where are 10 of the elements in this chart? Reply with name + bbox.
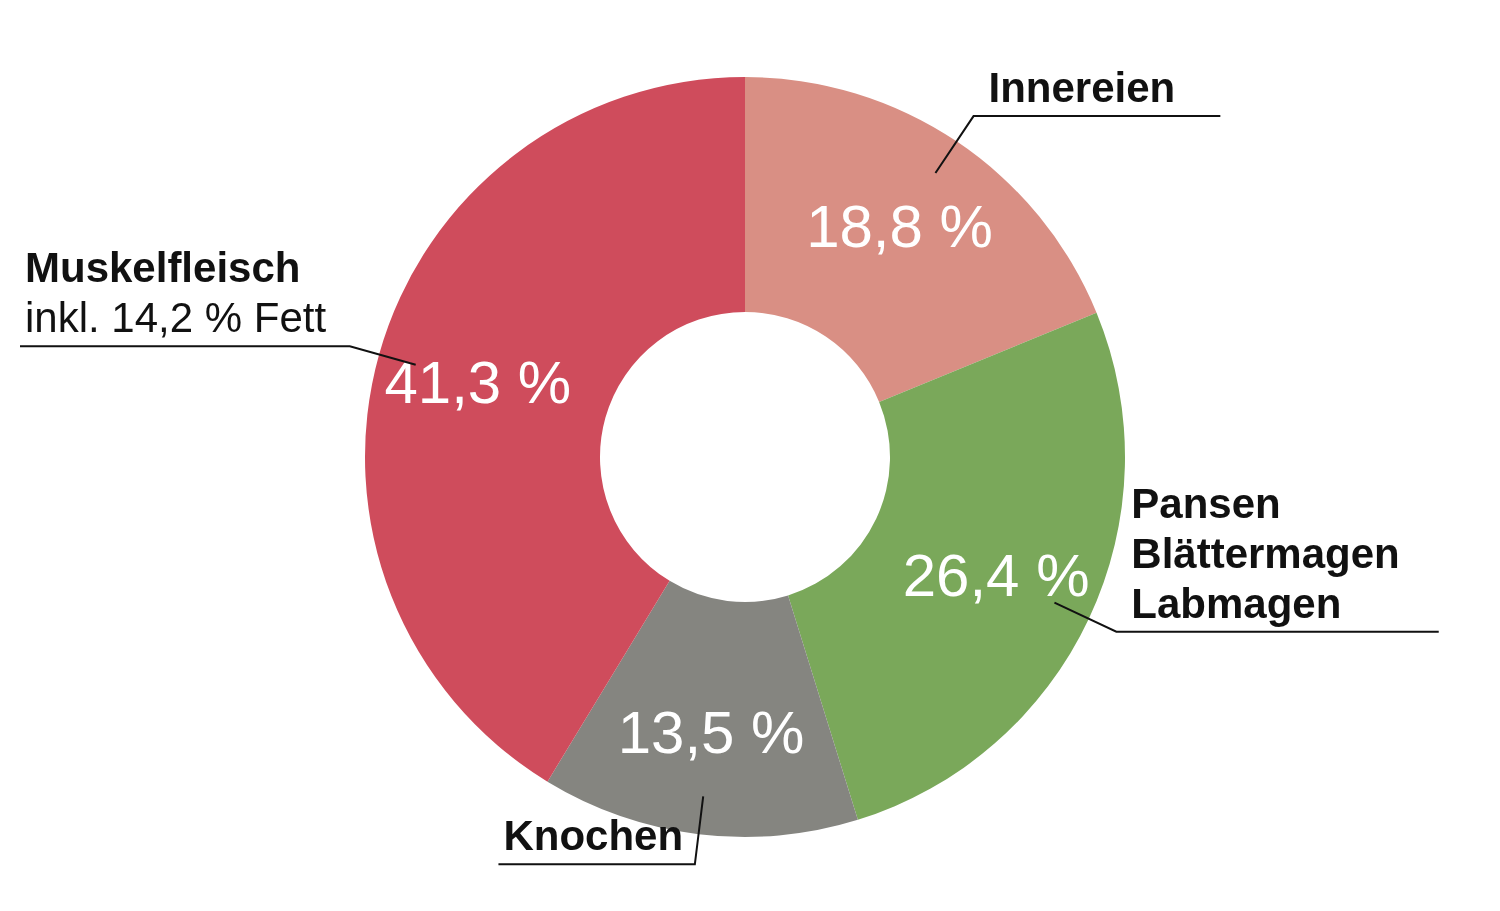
slice-label: Muskelfleisch <box>25 244 301 292</box>
slice-label: Pansen Blättermagen Labmagen <box>1131 479 1400 627</box>
data-label: 13,5 % <box>617 698 805 766</box>
slice-label: Knochen <box>503 812 684 860</box>
donut-slice <box>365 77 745 782</box>
data-label: 41,3 % <box>384 348 572 416</box>
data-label: 26,4 % <box>902 541 1090 609</box>
data-label: 18,8 % <box>806 193 993 261</box>
slice-label: Innereien <box>988 64 1176 112</box>
text: inkl. 14,2 % Fett <box>25 294 327 342</box>
